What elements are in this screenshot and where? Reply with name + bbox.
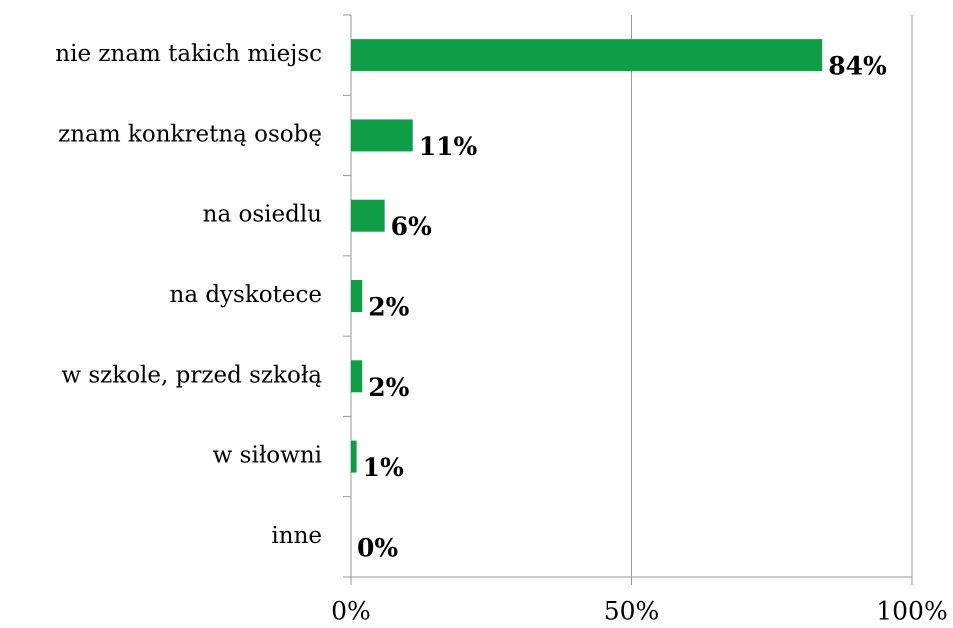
value-label: 2% bbox=[368, 293, 409, 322]
value-label: 11% bbox=[419, 132, 478, 161]
value-label: 84% bbox=[828, 52, 887, 81]
category-label: nie znam takich miejsc bbox=[55, 41, 322, 67]
bar bbox=[351, 199, 385, 232]
category-label: inne bbox=[271, 523, 322, 549]
bar bbox=[351, 119, 413, 152]
value-label: 0% bbox=[357, 533, 398, 562]
value-label: 2% bbox=[368, 373, 409, 402]
value-label: 6% bbox=[391, 212, 432, 241]
value-label: 1% bbox=[363, 453, 404, 482]
category-label: na dyskotece bbox=[170, 282, 323, 308]
category-label: znam konkretną osobę bbox=[58, 121, 322, 147]
bar bbox=[351, 39, 823, 72]
bar bbox=[351, 360, 363, 393]
category-label: w szkole, przed szkołą bbox=[61, 362, 322, 388]
bar bbox=[351, 280, 363, 312]
x-tick-label: 50% bbox=[604, 597, 660, 626]
x-tick-label: 100% bbox=[876, 597, 947, 626]
x-tick-label: 0% bbox=[331, 597, 371, 626]
category-label: na osiedlu bbox=[203, 202, 322, 228]
category-label: w siłowni bbox=[213, 443, 322, 469]
bar bbox=[351, 440, 357, 473]
